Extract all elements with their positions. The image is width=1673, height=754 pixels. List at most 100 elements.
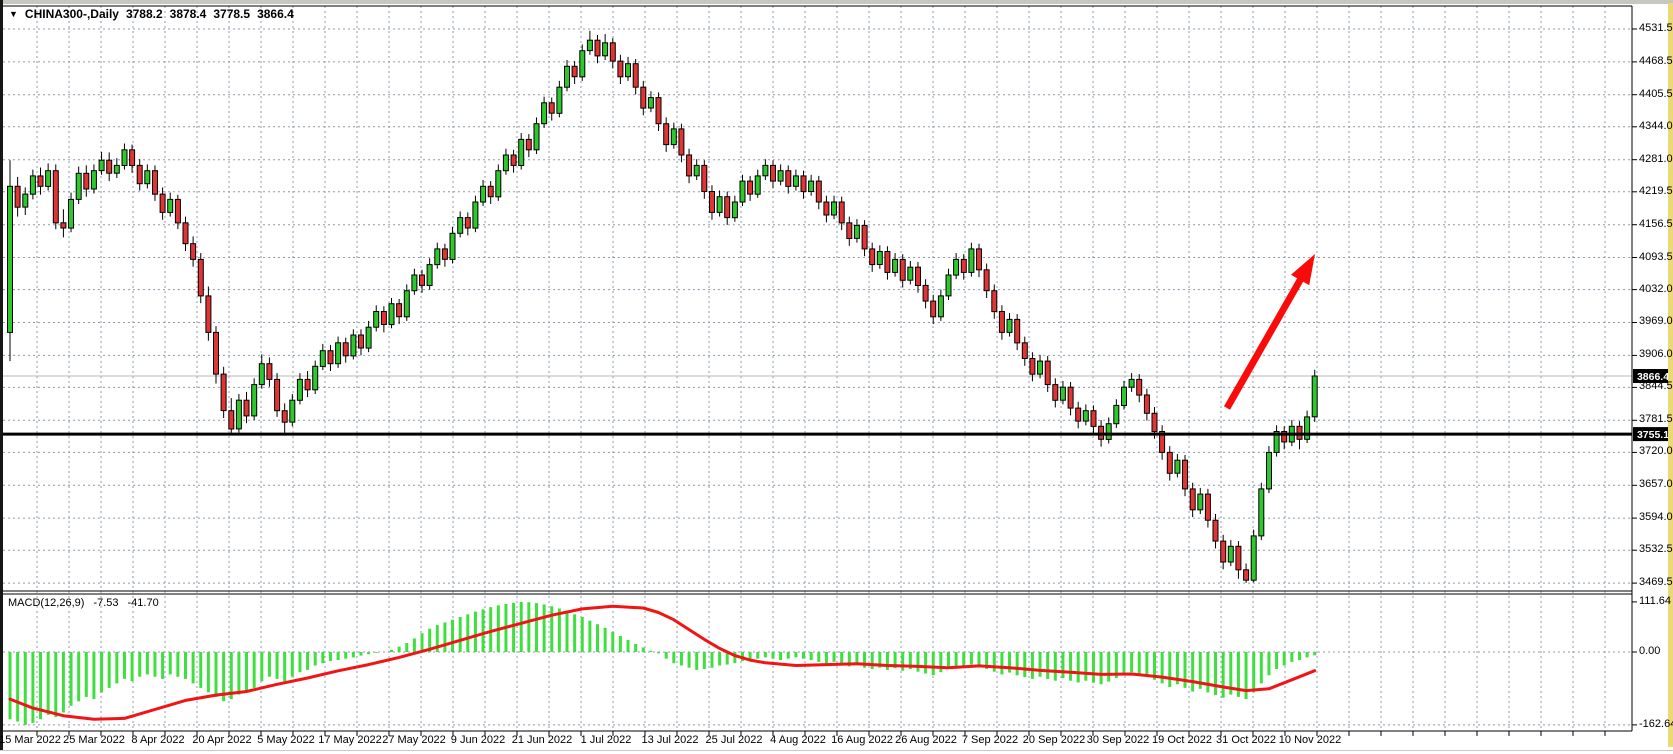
window-right-edge	[1668, 3, 1673, 747]
bullish-candle	[586, 39, 593, 52]
bullish-candle	[533, 123, 540, 151]
bullish-candle	[480, 185, 487, 203]
bullish-candle	[1266, 451, 1272, 490]
bullish-candle	[541, 102, 548, 125]
bullish-candle	[647, 97, 654, 109]
chart-dropdown-icon[interactable]: ▼	[9, 9, 18, 19]
time-axis-label: 4 Aug 2022	[770, 734, 826, 746]
price-axis-label: 3906.0	[1639, 348, 1673, 360]
bearish-candle	[861, 224, 868, 250]
bearish-candle	[190, 243, 197, 260]
bullish-candle	[7, 185, 13, 333]
bullish-candle	[1258, 488, 1265, 537]
bearish-candle	[678, 128, 685, 156]
ohlc-open: 3788.2	[125, 7, 163, 21]
bullish-candle	[1304, 416, 1311, 440]
bullish-candle	[45, 170, 52, 187]
bullish-candle	[1250, 535, 1257, 581]
window-bottom-edge	[0, 750, 1673, 751]
macd-indicator-name: MACD(12,26,9)	[8, 597, 85, 609]
price-axis-label: 3657.0	[1639, 478, 1673, 490]
time-axis-label: 5 May 2022	[257, 734, 315, 746]
bullish-candle	[388, 303, 395, 326]
bullish-candle	[1121, 386, 1127, 407]
bearish-candle	[1075, 407, 1082, 422]
time-axis-label: 17 May 2022	[318, 734, 382, 746]
bearish-candle	[205, 295, 212, 333]
bullish-candle	[98, 159, 105, 172]
ohlc-low: 3778.5	[213, 7, 251, 21]
bullish-candle	[1082, 410, 1089, 422]
symbol-header: ▼ CHINA300-,Daily 3788.2 3878.4 3778.5 3…	[9, 7, 294, 21]
bullish-candle	[365, 326, 372, 349]
bullish-candle	[449, 232, 456, 260]
time-axis-label: 13 Jul 2022	[641, 734, 699, 746]
bullish-candle	[167, 198, 174, 213]
bullish-candle	[777, 170, 784, 182]
bearish-candle	[37, 175, 44, 187]
bullish-candle	[968, 248, 975, 273]
bullish-candle	[113, 164, 120, 174]
bullish-candle	[876, 251, 883, 265]
bullish-candle	[853, 224, 860, 239]
bullish-candle	[808, 180, 815, 193]
bullish-candle	[564, 65, 570, 88]
window-top-edge	[0, 0, 1673, 4]
bullish-candle	[953, 258, 960, 276]
price-axis-label: 4093.5	[1639, 251, 1673, 263]
bullish-candle	[373, 311, 380, 328]
bearish-candle	[152, 170, 158, 195]
time-axis-label: 1 Jul 2022	[580, 734, 632, 746]
bearish-candle	[174, 198, 181, 224]
bearish-candle	[1151, 412, 1158, 433]
bullish-candle	[731, 201, 738, 219]
bullish-candle	[403, 290, 410, 318]
bullish-candle	[1311, 375, 1318, 418]
bearish-candle	[785, 170, 792, 187]
bullish-candle	[75, 172, 82, 200]
bearish-candle	[686, 154, 693, 177]
time-axis-label: 25 Mar 2022	[63, 734, 125, 746]
bullish-candle	[457, 217, 464, 234]
bearish-candle	[869, 248, 876, 266]
bullish-candle	[289, 399, 296, 423]
bearish-candle	[213, 331, 219, 375]
bearish-candle	[594, 39, 601, 57]
bullish-candle	[411, 274, 418, 292]
bearish-candle	[1136, 378, 1143, 396]
bullish-candle	[1273, 431, 1280, 453]
bearish-candle	[274, 378, 281, 412]
bearish-candle	[609, 42, 616, 62]
bearish-candle	[525, 138, 532, 151]
bullish-candle	[335, 342, 342, 365]
bearish-candle	[380, 311, 387, 325]
bearish-candle	[983, 269, 990, 292]
time-axis-label: 7 Sep 2022	[961, 734, 1019, 746]
bearish-candle	[701, 164, 708, 192]
bearish-candle	[52, 170, 59, 224]
bearish-candle	[197, 258, 204, 297]
bearish-candle	[159, 193, 166, 213]
bullish-candle	[1059, 386, 1066, 401]
macd-signal-value: -41.70	[127, 597, 159, 609]
bearish-candle	[1143, 394, 1150, 414]
symbol-period-label: CHINA300-,Daily	[24, 7, 119, 21]
bearish-candle	[1235, 545, 1242, 571]
bullish-candle	[716, 196, 723, 213]
time-axis-label: 15 Mar 2022	[0, 734, 61, 746]
time-axis-label: 9 Jun 2022	[450, 734, 506, 746]
price-axis-label: 3969.0	[1639, 315, 1673, 327]
price-axis-label: 4344.0	[1639, 120, 1673, 132]
bullish-candle	[235, 399, 242, 430]
bearish-candle	[1067, 386, 1074, 409]
bearish-candle	[548, 102, 555, 114]
bullish-candle	[1174, 459, 1181, 474]
bullish-candle	[579, 50, 586, 78]
bearish-candle	[838, 201, 845, 224]
bullish-candle	[1227, 545, 1234, 563]
bearish-candle	[1204, 493, 1211, 521]
bearish-candle	[1052, 384, 1059, 401]
bearish-candle	[129, 149, 136, 167]
